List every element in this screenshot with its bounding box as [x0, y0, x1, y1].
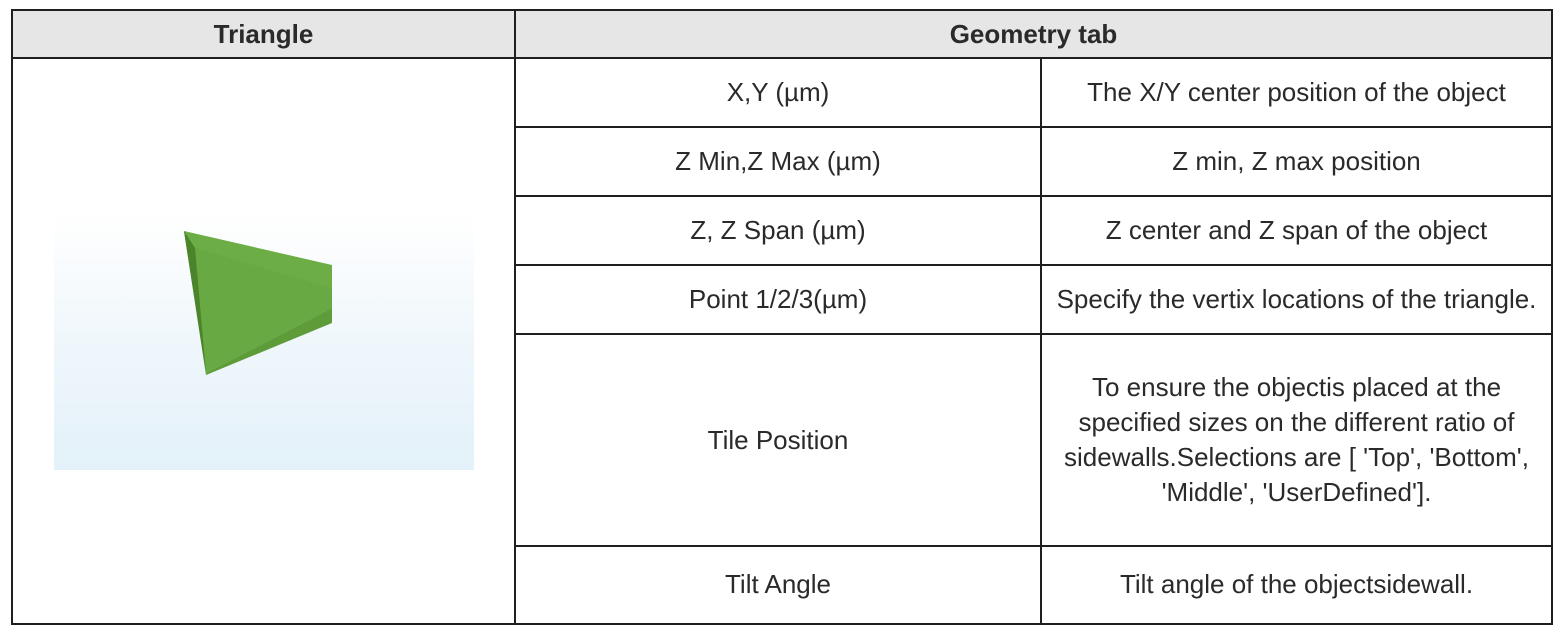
table-row: X,Y (µm) The X/Y center position of the … [11, 56, 1554, 625]
desc-cell: Z center and Z span of the object [1039, 195, 1554, 267]
table-row: Point 1/2/3(µm) Specify the vertix locat… [12, 264, 1554, 336]
header-row: Triangle Geometry tab [11, 9, 1554, 59]
desc-cell: Specify the vertix locations of the tria… [1039, 264, 1554, 336]
param-cell: X,Y (µm) [514, 56, 1042, 129]
desc-cell: Z min, Z max position [1039, 126, 1554, 198]
triangle-header: Triangle [11, 9, 516, 59]
param-cell: Tilt Angle [514, 544, 1042, 626]
geometry-tab-header: Geometry tab [513, 9, 1554, 59]
param-cell: Point 1/2/3(µm) [514, 264, 1042, 336]
table-row: Z Min,Z Max (µm) Z min, Z max position [12, 126, 1554, 198]
param-cell: Z, Z Span (µm) [514, 195, 1042, 267]
desc-cell: Tilt angle of the objectsidewall. [1039, 544, 1554, 626]
triangle-preview-image [53, 212, 474, 470]
triangle-prism-icon [183, 230, 332, 375]
triangle-image-cell [11, 57, 516, 625]
geometry-spec-table: Triangle Geometry tab [11, 9, 1554, 626]
desc-cell: The X/Y center position of the object [1039, 56, 1554, 129]
param-cell: Tile Position [514, 333, 1042, 547]
table-row: Tile Position To ensure the objectis pla… [12, 333, 1554, 547]
param-cell: Z Min,Z Max (µm) [514, 126, 1042, 198]
desc-cell: To ensure the objectis placed at the spe… [1039, 333, 1554, 547]
table-row: Z, Z Span (µm) Z center and Z span of th… [12, 195, 1554, 267]
table-row: Tilt Angle Tilt angle of the objectsidew… [12, 544, 1554, 626]
